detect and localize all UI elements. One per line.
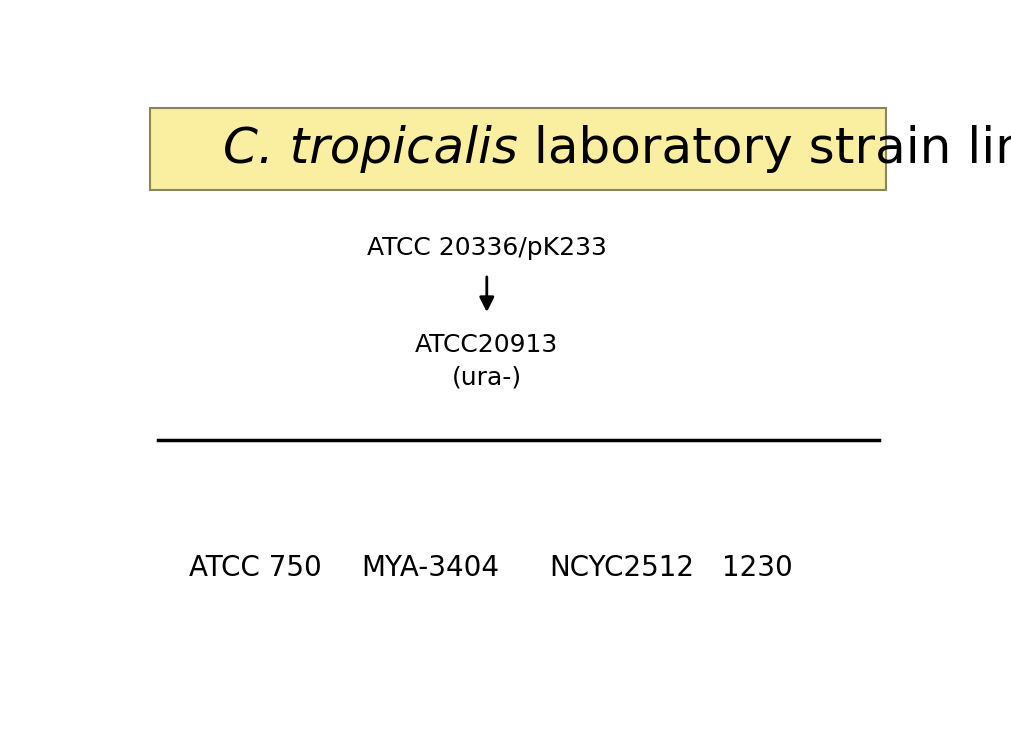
Text: ATCC20913: ATCC20913 bbox=[416, 333, 558, 357]
Text: MYA-3404: MYA-3404 bbox=[362, 554, 499, 582]
FancyBboxPatch shape bbox=[150, 108, 887, 190]
Text: (ura-): (ura-) bbox=[452, 366, 522, 389]
Text: ATCC 20336/pK233: ATCC 20336/pK233 bbox=[367, 236, 607, 260]
Text: NCYC2512: NCYC2512 bbox=[549, 554, 695, 582]
Text: laboratory strain lineages: laboratory strain lineages bbox=[519, 125, 1011, 173]
Text: C. tropicalis: C. tropicalis bbox=[223, 125, 519, 173]
Text: 1230: 1230 bbox=[722, 554, 793, 582]
Text: ATCC 750: ATCC 750 bbox=[189, 554, 321, 582]
